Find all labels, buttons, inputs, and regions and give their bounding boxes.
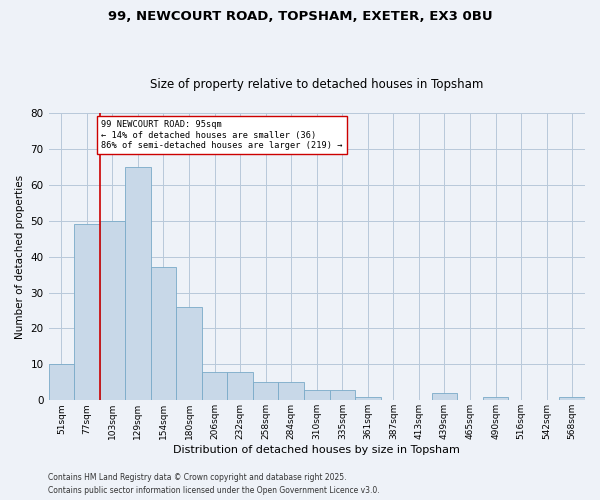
Text: Contains HM Land Registry data © Crown copyright and database right 2025.
Contai: Contains HM Land Registry data © Crown c…: [48, 474, 380, 495]
Y-axis label: Number of detached properties: Number of detached properties: [15, 174, 25, 338]
Bar: [483, 396, 508, 400]
X-axis label: Distribution of detached houses by size in Topsham: Distribution of detached houses by size …: [173, 445, 460, 455]
Bar: [202, 372, 227, 400]
Bar: [253, 382, 278, 400]
Text: 99, NEWCOURT ROAD, TOPSHAM, EXETER, EX3 0BU: 99, NEWCOURT ROAD, TOPSHAM, EXETER, EX3 …: [107, 10, 493, 23]
Bar: [176, 307, 202, 400]
Text: 99 NEWCOURT ROAD: 95sqm
← 14% of detached houses are smaller (36)
86% of semi-de: 99 NEWCOURT ROAD: 95sqm ← 14% of detache…: [101, 120, 343, 150]
Bar: [329, 390, 355, 400]
Bar: [100, 220, 125, 400]
Bar: [227, 372, 253, 400]
Bar: [304, 390, 329, 400]
Title: Size of property relative to detached houses in Topsham: Size of property relative to detached ho…: [150, 78, 484, 91]
Bar: [432, 393, 457, 400]
Bar: [74, 224, 100, 400]
Bar: [355, 396, 380, 400]
Bar: [278, 382, 304, 400]
Bar: [559, 396, 585, 400]
Bar: [49, 364, 74, 400]
Bar: [151, 268, 176, 400]
Bar: [125, 167, 151, 400]
